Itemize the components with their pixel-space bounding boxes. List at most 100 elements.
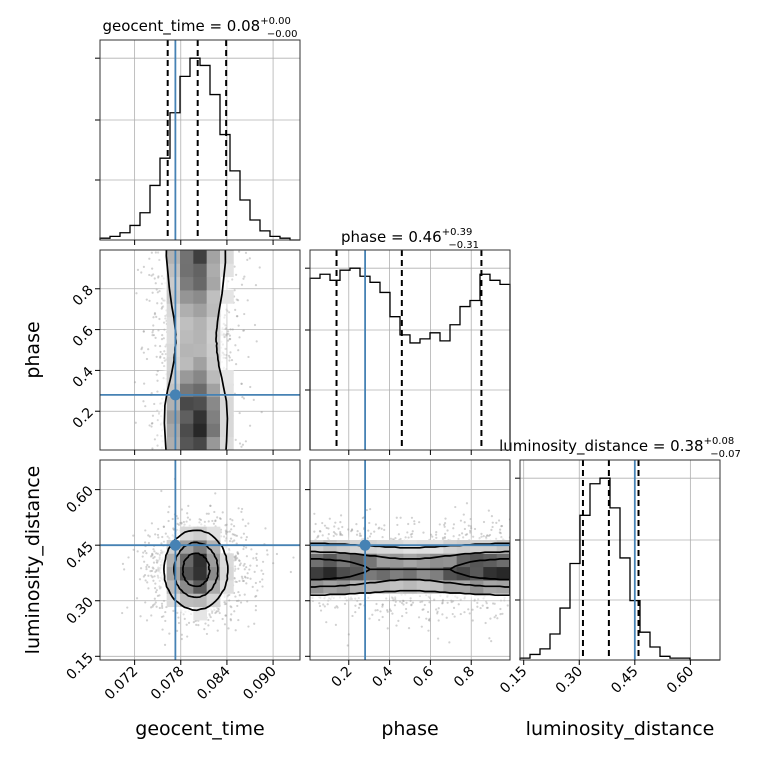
- sample-point: [369, 508, 372, 511]
- density-cell: [206, 396, 221, 411]
- sample-point: [150, 614, 153, 617]
- sample-point: [386, 610, 389, 613]
- sample-point: [187, 621, 191, 624]
- sample-point: [143, 549, 147, 553]
- sample-point: [156, 434, 159, 437]
- sample-point: [238, 336, 241, 339]
- sample-point: [313, 512, 316, 515]
- sample-point: [132, 548, 135, 551]
- sample-point: [253, 570, 256, 573]
- sample-point: [421, 600, 424, 603]
- density-cell: [443, 540, 458, 554]
- sample-point: [261, 585, 264, 588]
- sample-point: [158, 587, 162, 590]
- sample-point: [230, 358, 234, 362]
- sample-point: [126, 606, 129, 609]
- sample-point: [476, 605, 479, 608]
- y-tick-label: 0.6: [70, 323, 97, 350]
- sample-point: [156, 444, 159, 447]
- density-cell: [193, 330, 208, 344]
- sample-point: [433, 598, 436, 601]
- sample-point: [318, 604, 322, 608]
- sample-point: [229, 618, 232, 621]
- sample-point: [245, 546, 248, 549]
- sample-point: [228, 356, 231, 359]
- sample-point: [224, 529, 227, 532]
- density-cell: [206, 526, 221, 541]
- sample-point: [452, 523, 456, 526]
- sample-point: [153, 438, 156, 441]
- sample-point: [438, 523, 441, 526]
- sample-point: [313, 530, 316, 533]
- density-cell: [180, 276, 194, 291]
- sample-point: [233, 555, 236, 558]
- sample-point: [443, 525, 446, 528]
- sample-point: [207, 624, 210, 627]
- sample-point: [383, 524, 386, 527]
- sample-point: [151, 554, 154, 557]
- sample-point: [429, 533, 433, 536]
- sample-point: [452, 535, 455, 538]
- sample-point: [140, 346, 144, 349]
- sample-point: [161, 361, 164, 364]
- sample-point: [157, 536, 160, 539]
- sample-point: [219, 528, 223, 531]
- sample-point: [317, 534, 320, 537]
- injection-marker: [359, 539, 371, 551]
- sample-point: [142, 400, 145, 403]
- contour-line: [310, 550, 510, 588]
- sample-point: [164, 610, 167, 614]
- sample-point: [452, 527, 455, 530]
- sample-point: [135, 597, 139, 600]
- sample-point: [238, 442, 242, 445]
- sample-point: [443, 537, 446, 540]
- sample-point: [155, 605, 158, 608]
- sample-point: [437, 607, 440, 610]
- sample-point: [218, 611, 221, 615]
- sample-point: [152, 334, 156, 337]
- sample-point: [260, 569, 263, 572]
- sample-point: [141, 555, 144, 558]
- sample-point: [393, 604, 397, 607]
- sample-point: [237, 507, 240, 510]
- sample-point: [244, 538, 248, 541]
- sample-point: [355, 533, 359, 536]
- sample-point: [368, 617, 371, 620]
- sample-point: [235, 599, 239, 603]
- density-cell: [363, 553, 378, 568]
- density-cell: [220, 263, 234, 278]
- sample-point: [162, 615, 165, 618]
- sample-point: [359, 602, 362, 606]
- sample-point: [151, 421, 154, 425]
- sample-point: [245, 555, 248, 558]
- sample-point: [162, 525, 165, 528]
- sample-point: [185, 623, 188, 626]
- sample-point: [462, 513, 465, 516]
- sample-point: [145, 565, 148, 569]
- sample-point: [252, 557, 255, 560]
- sample-point: [160, 542, 163, 545]
- sample-point: [194, 619, 197, 623]
- sample-point: [242, 564, 245, 567]
- sample-point: [410, 603, 413, 606]
- sample-point: [214, 519, 217, 522]
- sample-point: [240, 510, 243, 513]
- sample-point: [238, 559, 241, 562]
- density-cell: [180, 290, 194, 304]
- sample-point: [407, 536, 410, 539]
- sample-point: [409, 599, 412, 602]
- sample-point: [333, 525, 336, 528]
- sample-point: [246, 600, 249, 603]
- x-tick-label: 0.072: [102, 664, 142, 704]
- sample-point: [431, 535, 434, 538]
- sample-point: [451, 612, 454, 616]
- sample-point: [162, 337, 165, 340]
- sample-point: [332, 530, 336, 534]
- sample-point: [238, 250, 241, 253]
- sample-point: [459, 598, 462, 601]
- x-tick-label: 0.2: [329, 664, 356, 691]
- sample-point: [144, 601, 147, 604]
- sample-point: [358, 532, 362, 535]
- sample-point: [240, 382, 243, 385]
